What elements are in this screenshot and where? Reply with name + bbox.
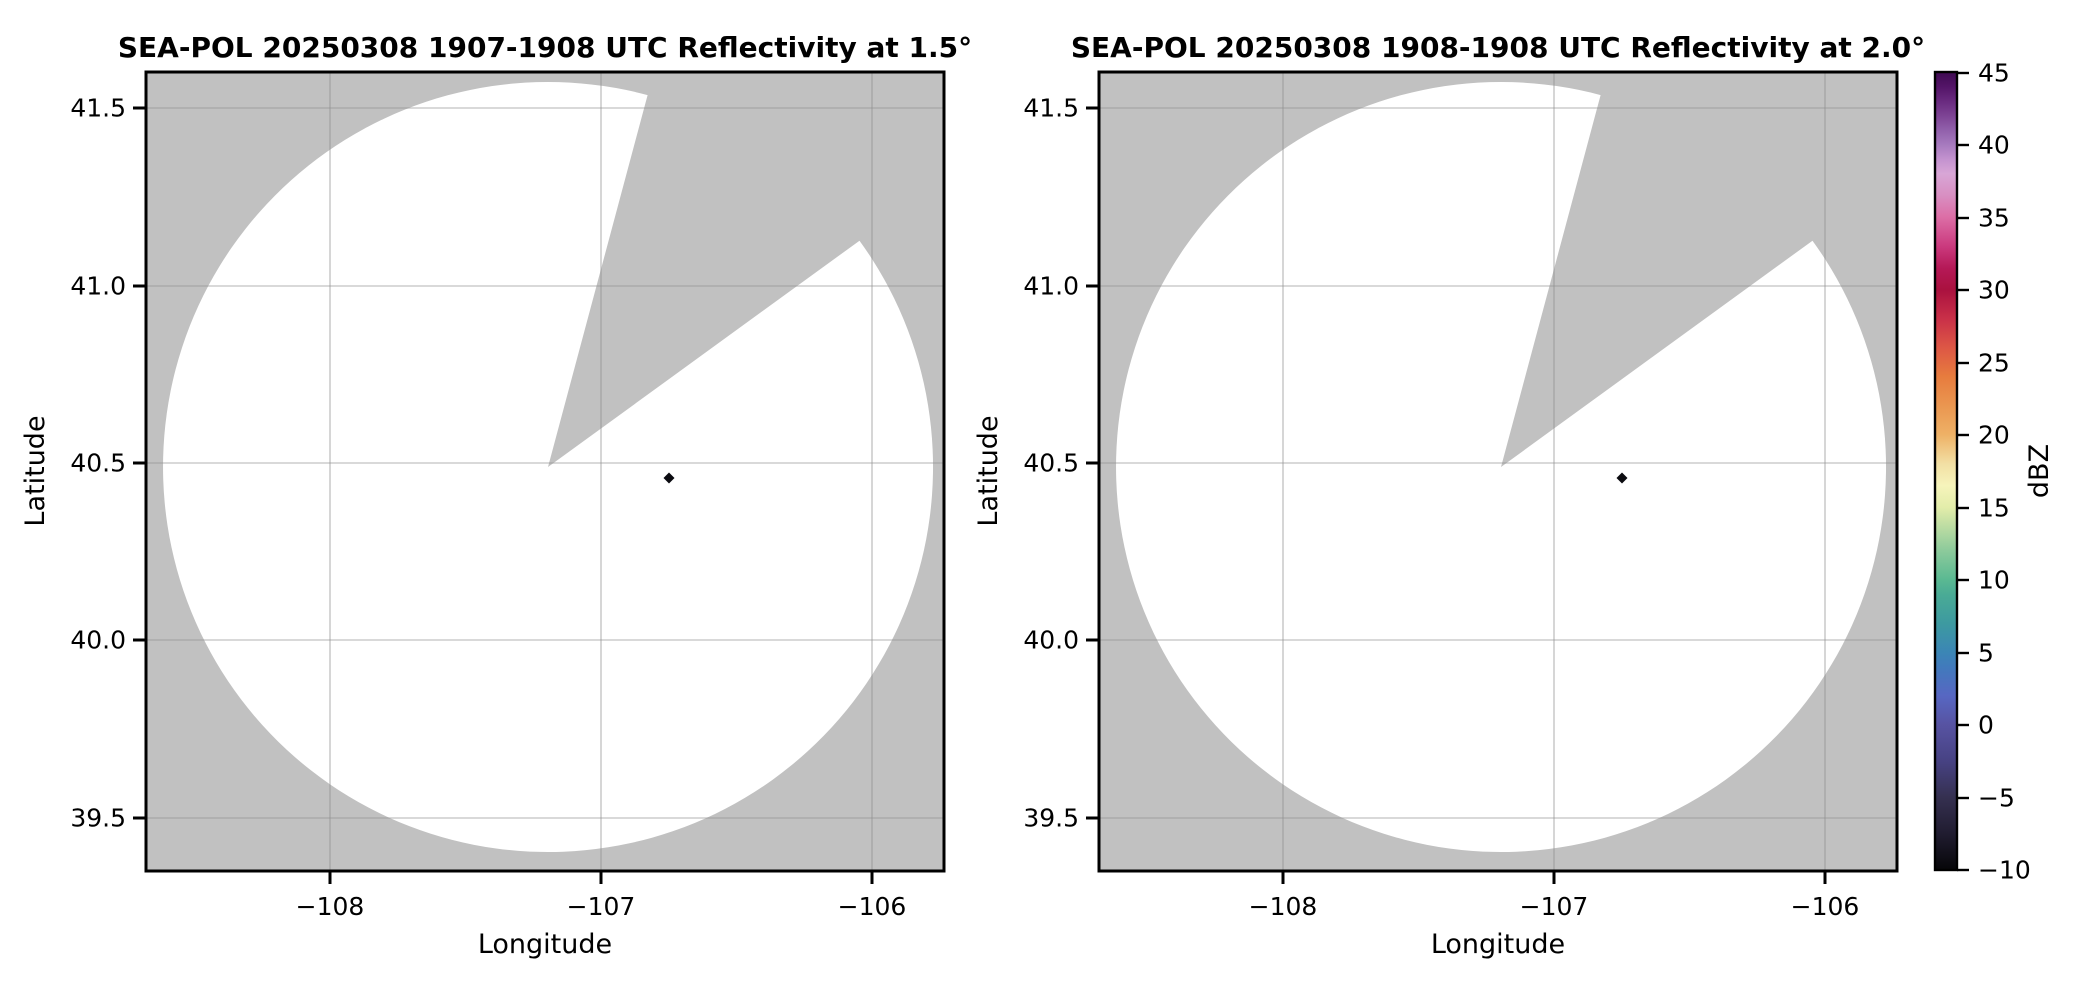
x-axis-label: Longitude: [1431, 929, 1565, 960]
y-tick-label: 40.5: [1023, 449, 1079, 478]
x-tick-label: −106: [1791, 892, 1860, 921]
colorbar-tick-label: 20: [1978, 421, 2010, 450]
colorbar-tick-label: 15: [1978, 494, 2010, 523]
y-tick-label: 40.0: [70, 626, 126, 655]
panel-reflectivity-2-0: SEA-POL 20250308 1908-1908 UTC Reflectiv…: [973, 31, 1925, 960]
colorbar-tick-label: −10: [1978, 856, 2031, 885]
y-tick-label: 41.0: [70, 272, 126, 301]
x-tick-label: −107: [567, 892, 636, 921]
y-tick-label: 41.5: [1023, 94, 1079, 123]
x-tick-label: −108: [296, 892, 365, 921]
colorbar-tick-label: 35: [1978, 204, 2010, 233]
x-tick-label: −106: [838, 892, 907, 921]
colorbar: 45 40 35 30 25 20 15 10 5 0 −5 −10 dBZ: [1933, 59, 2055, 885]
gridlines: [146, 72, 944, 871]
y-tick-label: 39.5: [70, 804, 126, 833]
colorbar-ticks: [1957, 71, 1969, 872]
colorbar-tick-label: 40: [1978, 131, 2010, 160]
panel-title: SEA-POL 20250308 1907-1908 UTC Reflectiv…: [118, 31, 972, 64]
x-tick-label: −107: [1520, 892, 1589, 921]
colorbar-tick-label: 30: [1978, 276, 2010, 305]
y-tick-label: 41.0: [1023, 272, 1079, 301]
y-tick-label: 40.5: [70, 449, 126, 478]
colorbar-tick-label: 45: [1978, 59, 2010, 88]
y-tick-label: 39.5: [1023, 804, 1079, 833]
x-axis-label: Longitude: [478, 929, 612, 960]
echo-marker: [1616, 472, 1628, 484]
radar-coverage-area: [1116, 82, 1887, 853]
panel-reflectivity-1-5: SEA-POL 20250308 1907-1908 UTC Reflectiv…: [20, 31, 972, 960]
axis-ticks: [1086, 106, 1827, 884]
colorbar-tick-label: 10: [1978, 566, 2010, 595]
colorbar-frame: [1933, 70, 1959, 872]
colorbar-tick-label: 0: [1978, 711, 1994, 740]
colorbar-gradient-bar: [1935, 72, 1957, 870]
y-axis-label: Latitude: [973, 415, 1004, 526]
echo-marker: [663, 472, 675, 484]
colorbar-tick-label: 25: [1978, 349, 2010, 378]
colorbar-tick-label: 5: [1978, 639, 1994, 668]
axis-ticks: [133, 106, 874, 884]
plot-frame: [144, 70, 946, 873]
plot-frame: [1097, 70, 1899, 873]
panel-title: SEA-POL 20250308 1908-1908 UTC Reflectiv…: [1071, 31, 1925, 64]
y-tick-label: 41.5: [70, 94, 126, 123]
y-axis-label: Latitude: [20, 415, 51, 526]
colorbar-axis-label: dBZ: [2024, 444, 2055, 498]
gridlines: [1099, 72, 1897, 871]
colorbar-tick-labels: 45 40 35 30 25 20 15 10 5 0 −5 −10: [1978, 59, 2031, 885]
colorbar-tick-label: −5: [1978, 784, 2015, 813]
y-tick-label: 40.0: [1023, 626, 1079, 655]
radar-coverage-area: [163, 82, 934, 853]
x-tick-label: −108: [1249, 892, 1318, 921]
